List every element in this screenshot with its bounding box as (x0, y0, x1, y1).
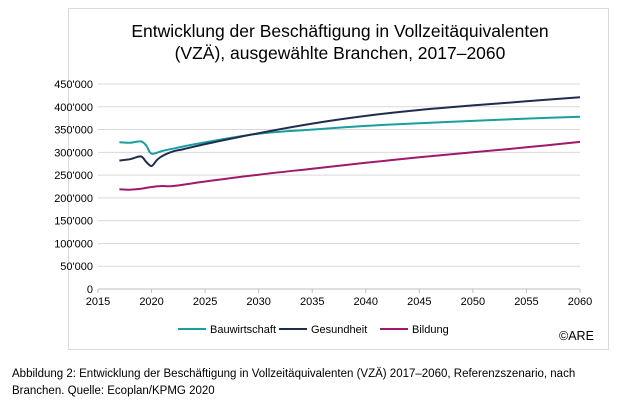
axes: 0 50'000 100'000 150'000 200'000 250'000 300'0… (54, 79, 592, 308)
chart-title-line-1: Entwicklung der Beschäftigung in Vollzei… (131, 21, 548, 41)
x-tick-label: 2025 (193, 296, 217, 308)
series-lines (119, 96, 581, 191)
x-tick-label: 2055 (514, 296, 538, 308)
figure-caption: Abbildung 2: Entwicklung der Beschäftigu… (12, 366, 622, 400)
legend-label-bildung: Bildung (412, 324, 449, 336)
y-tick-label: 0 (87, 284, 93, 296)
series-line-bauwirtschaft (119, 115, 581, 155)
chart-frame (68, 8, 609, 350)
y-tick-label: 300'000 (54, 147, 93, 159)
x-tick-label: 2020 (139, 296, 163, 308)
y-tick-label: 350'000 (54, 125, 93, 137)
grid-lines (98, 83, 580, 267)
y-tick-label: 50'000 (60, 261, 93, 273)
x-tick-label: 2015 (86, 296, 110, 308)
y-tick-label: 200'000 (54, 193, 93, 205)
x-tick-label: 2060 (568, 296, 592, 308)
x-tick-label: 2030 (246, 296, 270, 308)
caption-line-2: Branchen. Quelle: Ecoplan/KPMG 2020 (12, 385, 215, 397)
chart-title-line-2: (VZÄ), ausgewählte Branchen, 2017–2060 (175, 43, 506, 63)
y-tick-label: 100'000 (54, 238, 93, 250)
y-tick-label: 400'000 (54, 102, 93, 114)
x-tick-label: 2045 (407, 296, 431, 308)
copyright-label: ©ARE (559, 329, 594, 343)
x-tick-label: 2040 (354, 296, 378, 308)
legend-label-bauwirtschaft: Bauwirtschaft (210, 324, 276, 336)
y-tick-label: 450'000 (54, 79, 93, 91)
y-tick-label: 150'000 (54, 216, 93, 228)
x-tick-label: 2050 (461, 296, 485, 308)
series-line-bildung (119, 140, 581, 191)
legend-label-gesundheit: Gesundheit (311, 324, 367, 336)
y-tick-label: 250'000 (54, 170, 93, 182)
x-tick-label: 2035 (300, 296, 324, 308)
caption-line-1: Abbildung 2: Entwicklung der Beschäftigu… (12, 368, 576, 380)
legend: Bauwirtschaft Gesundheit Bildung (178, 324, 449, 336)
series-line-gesundheit (119, 96, 581, 168)
